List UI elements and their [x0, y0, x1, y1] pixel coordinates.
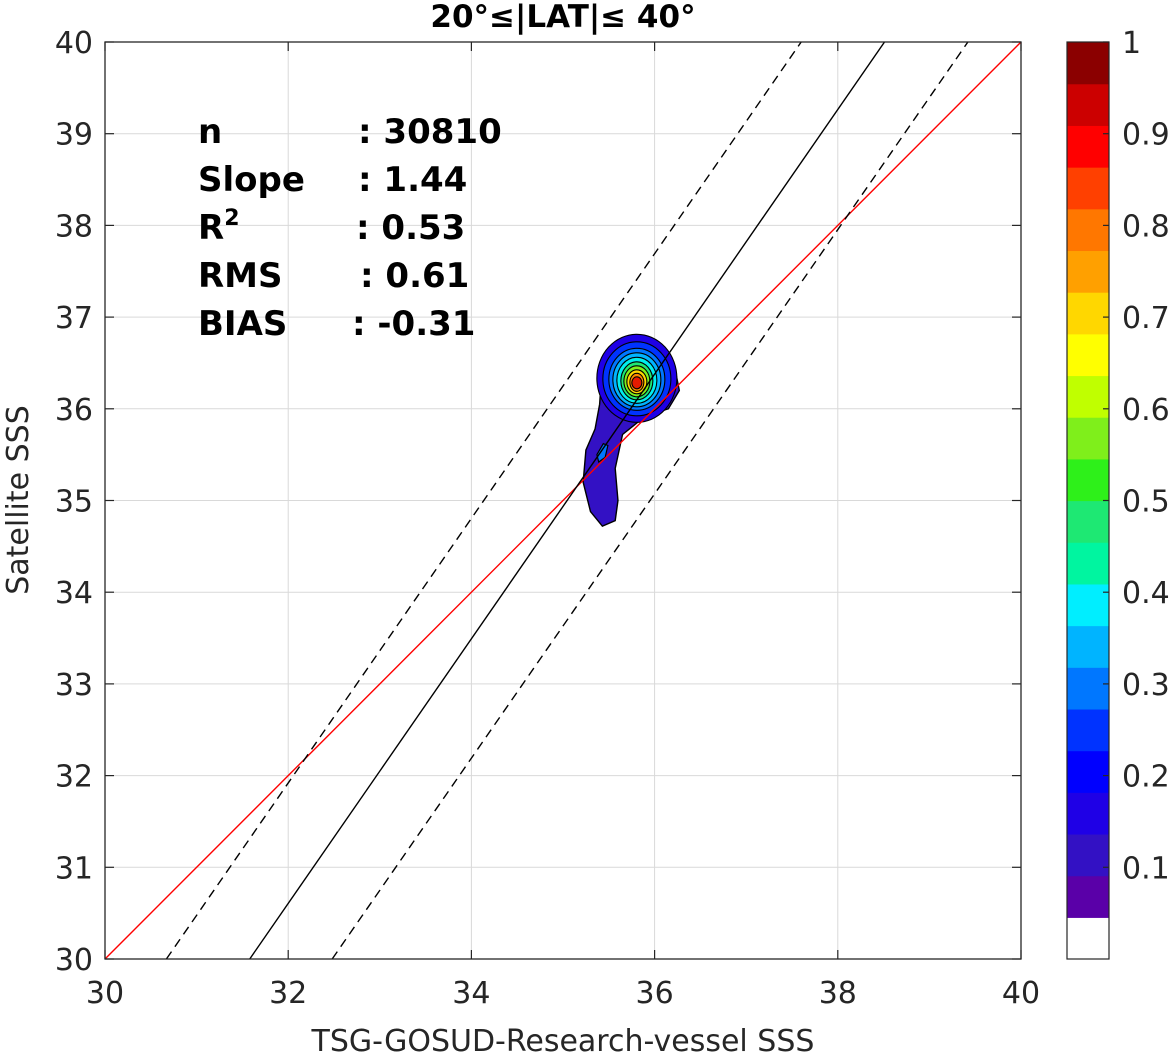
- colorbar-swatch: [1067, 167, 1109, 210]
- y-tick-label: 35: [55, 485, 93, 520]
- y-tick-label: 37: [55, 301, 93, 336]
- colorbar-swatch: [1067, 42, 1109, 85]
- colorbar-tick-label: 0.2: [1122, 760, 1170, 795]
- colorbar-tick-label: 0.7: [1122, 301, 1170, 336]
- line-one-to-one: [105, 42, 1021, 959]
- grid: [104, 41, 1022, 960]
- x-tick-label: 34: [452, 976, 490, 1011]
- colorbar-swatch: [1067, 625, 1109, 668]
- colorbar-swatch: [1067, 458, 1109, 502]
- colorbar-swatch: [1067, 125, 1109, 168]
- colorbar-swatch: [1067, 750, 1109, 793]
- colorbar-swatch: [1067, 292, 1109, 335]
- line-regression-lower: [331, 42, 969, 959]
- colorbar: 1 0.9 0.8 0.7 0.6 0.5 0.4 0.3 0.2 0.1: [1066, 26, 1170, 960]
- y-tick-label: 39: [55, 118, 93, 153]
- x-tick-label: 36: [636, 976, 674, 1011]
- y-tick-label: 32: [55, 760, 93, 795]
- colorbar-swatch: [1067, 583, 1109, 627]
- y-tick-label: 31: [55, 851, 93, 886]
- line-regression: [249, 42, 886, 959]
- colorbar-tick-label: 0.1: [1122, 851, 1170, 886]
- x-tick-label: 32: [269, 976, 307, 1011]
- axis-ticks: 30 32 34 36 38 40 30 31 32 33 34 35 36 37 38 39 40: [55, 26, 1040, 1011]
- x-tick-label: 30: [86, 976, 124, 1011]
- x-tick-label: 38: [819, 976, 857, 1011]
- y-tick-label: 38: [55, 209, 93, 244]
- y-tick-label: 34: [55, 576, 93, 611]
- chart-title: 20°≤|LAT|≤ 40°: [430, 0, 695, 35]
- reference-lines: [105, 42, 1021, 959]
- y-axis-label: Satellite SSS: [1, 405, 36, 595]
- colorbar-tick-label: 0.8: [1122, 209, 1170, 244]
- stats-label: RMS: [198, 256, 283, 296]
- colorbar-swatch: [1067, 542, 1109, 585]
- colorbar-swatch: [1067, 667, 1109, 710]
- colorbar-swatch: [1067, 83, 1109, 126]
- colorbar-swatch: [1067, 208, 1109, 252]
- y-tick-label: 33: [55, 668, 93, 703]
- y-tick-label: 36: [55, 393, 93, 428]
- density-contour-level: [631, 376, 643, 390]
- colorbar-tick-label: 0.9: [1122, 118, 1170, 153]
- colorbar-swatch: [1067, 417, 1109, 460]
- stats-label: n: [198, 112, 222, 152]
- stats-label-superscript: 2: [224, 206, 239, 231]
- colorbar-tick-label: 0.4: [1122, 576, 1170, 611]
- y-tick-label: 40: [55, 26, 93, 61]
- stats-value: : 0.61: [360, 256, 469, 296]
- colorbar-swatch: [1067, 917, 1109, 960]
- colorbar-swatch: [1067, 250, 1109, 293]
- colorbar-swatch: [1067, 500, 1109, 543]
- colorbar-swatch: [1067, 875, 1109, 918]
- line-regression-upper: [165, 42, 802, 959]
- colorbar-swatch: [1067, 833, 1109, 877]
- stats-value: : -0.31: [352, 304, 475, 344]
- stats-value: : 1.44: [358, 160, 467, 200]
- colorbar-tick-label: 0.3: [1122, 668, 1170, 703]
- colorbar-swatch: [1067, 792, 1109, 835]
- x-tick-label: 40: [1002, 976, 1040, 1011]
- colorbar-tick-label: 0.6: [1122, 393, 1170, 428]
- colorbar-swatch: [1067, 375, 1109, 418]
- stats-value: : 30810: [358, 112, 502, 152]
- stats-label: Slope: [198, 160, 305, 200]
- stats-label: BIAS: [198, 304, 287, 344]
- colorbar-swatch: [1067, 333, 1109, 377]
- stats-value: : 0.53: [356, 208, 465, 248]
- y-tick-label: 30: [55, 943, 93, 978]
- colorbar-tick-label: 0.5: [1122, 485, 1170, 520]
- density-contours: [582, 333, 681, 528]
- colorbar-swatch: [1067, 708, 1109, 752]
- x-axis-label: TSG-GOSUD-Research-vessel SSS: [311, 1024, 815, 1055]
- colorbar-tick-label: 1: [1122, 26, 1141, 61]
